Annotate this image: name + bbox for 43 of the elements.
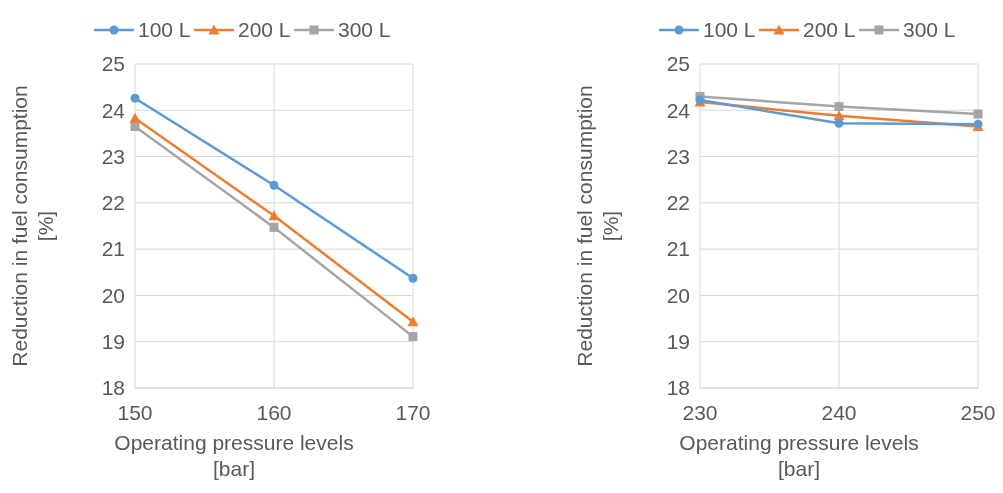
point — [268, 210, 280, 221]
y-tick-label: 22 — [666, 191, 690, 215]
y-tick-label: 20 — [101, 283, 125, 307]
x-tick-label: 160 — [256, 401, 292, 424]
y-tick-label: 21 — [666, 237, 690, 261]
point — [834, 102, 844, 112]
y-tick-label: 24 — [101, 98, 126, 122]
point — [973, 109, 983, 119]
y-axis-title: Reduction in fuel consumption [%] — [8, 85, 57, 367]
y-tick-label: 19 — [101, 330, 125, 354]
x-tick-label: 230 — [682, 401, 718, 424]
legend-label: 200 L — [238, 18, 291, 42]
y-tick-label: 21 — [101, 237, 125, 261]
y-tick-label: 25 — [666, 52, 690, 76]
point — [269, 222, 279, 232]
y-tick-label: 20 — [666, 283, 690, 307]
point — [407, 316, 419, 327]
point — [129, 112, 141, 123]
x-tick-label: 240 — [821, 401, 857, 424]
x-axis-title: Operating pressure levels [bar] — [679, 431, 919, 480]
y-tick-label: 19 — [666, 330, 690, 354]
point — [408, 273, 418, 283]
x-tick-label: 170 — [395, 401, 431, 424]
legend-label: 300 L — [903, 18, 956, 42]
legend-label: 300 L — [338, 18, 391, 42]
x-tick-label: 250 — [960, 401, 996, 424]
point — [834, 118, 844, 128]
y-tick-label: 24 — [666, 98, 691, 122]
y-axis-title: Reduction in fuel consumption [%] — [573, 85, 622, 367]
y-tick-label: 23 — [666, 144, 690, 168]
point — [408, 332, 418, 342]
y-tick-label: 22 — [101, 191, 125, 215]
y-tick-label: 23 — [101, 144, 125, 168]
x-tick-label: 150 — [117, 401, 153, 424]
y-tick-label: 18 — [666, 376, 690, 400]
point — [130, 93, 140, 103]
legend-label: 100 L — [703, 18, 756, 42]
x-axis-title: Operating pressure levels [bar] — [114, 431, 354, 480]
y-tick-label: 18 — [101, 376, 125, 400]
legend-label: 200 L — [803, 18, 856, 42]
legend-label: 100 L — [138, 18, 191, 42]
y-tick-label: 25 — [101, 52, 125, 76]
point — [269, 180, 279, 190]
